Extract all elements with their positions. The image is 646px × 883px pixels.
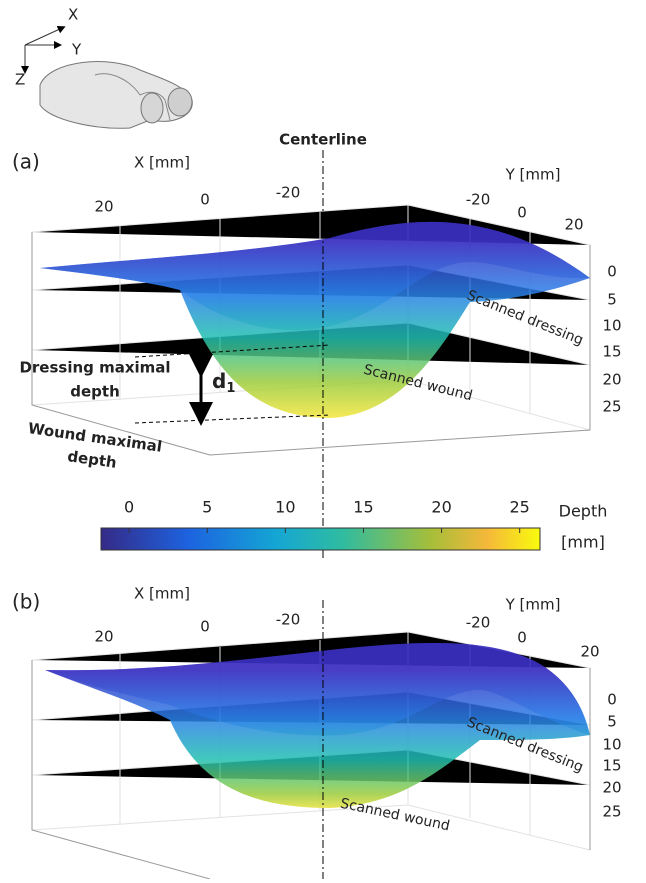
x-tick-label: 0 <box>200 191 210 209</box>
colorbar-tick-label: 10 <box>275 498 295 517</box>
z-tick-label: 10 <box>602 317 621 335</box>
point-cloud-dressing <box>40 221 590 330</box>
shape-end <box>167 87 193 117</box>
centerline-label: Centerline <box>279 131 367 149</box>
y-axis-title: Y [mm] <box>505 166 561 184</box>
colorbar-title: Depth <box>559 502 608 521</box>
z-tick-label: 0 <box>607 263 617 281</box>
z-tick-label: 20 <box>602 371 621 389</box>
z-tick-label: 25 <box>602 803 621 821</box>
annotation: depth <box>70 383 120 401</box>
z-tick-label: 25 <box>602 398 621 416</box>
colorbar-tick-label: 25 <box>510 498 530 517</box>
axes-box <box>31 660 591 880</box>
colorbar-title: [mm] <box>561 533 605 552</box>
z-tick-label: 0 <box>607 691 617 709</box>
x-axis-title: X [mm] <box>134 585 190 603</box>
distance-sub: 1 <box>226 381 235 396</box>
dressing-depth-line <box>134 344 331 358</box>
z-tick-label: 15 <box>602 343 621 361</box>
z-tick-label: 20 <box>602 779 621 797</box>
wound-depth-line <box>134 414 331 424</box>
colorbar-tick-label: 20 <box>431 498 451 517</box>
z-tick-label: 15 <box>602 757 621 775</box>
x-tick-label: 20 <box>94 198 113 216</box>
x-tick-label: -20 <box>276 611 301 629</box>
axis-label: Z <box>15 71 25 89</box>
panel-label: (b) <box>12 590 40 614</box>
annotation: Scanned wound <box>339 796 451 835</box>
y-tick-label: 0 <box>517 629 527 647</box>
z-tick-label: 5 <box>607 713 617 731</box>
point-cloud-dressing <box>45 643 590 736</box>
colorbar-tick-label: 0 <box>124 498 134 517</box>
annotation: Dressing maximal <box>19 359 170 377</box>
panel-a-frame <box>31 150 591 560</box>
colorbar <box>100 527 541 551</box>
y-tick-label: -20 <box>466 191 491 209</box>
shape-detail <box>94 73 171 121</box>
z-tick-label: 10 <box>602 736 621 754</box>
axis-label: X <box>68 6 78 24</box>
x-axis-title: X [mm] <box>134 154 190 172</box>
y-axis-title: Y [mm] <box>505 596 561 614</box>
colorbar-tick-label: 15 <box>353 498 373 517</box>
shape-end <box>140 92 164 124</box>
x-tick-label: 20 <box>94 628 113 646</box>
x-tick-label: -20 <box>276 184 301 202</box>
axes-box <box>31 232 591 456</box>
z-tick-label: 5 <box>607 291 617 309</box>
axis-label: Y <box>71 41 82 59</box>
distance-main: d <box>212 369 226 393</box>
axis-arrow <box>24 26 66 46</box>
x-tick-label: 0 <box>200 618 210 636</box>
panel-b-frame <box>31 600 591 880</box>
panel-label: (a) <box>12 150 40 174</box>
y-tick-label: 20 <box>580 643 599 661</box>
colorbar-tick-label: 5 <box>202 498 212 517</box>
inset: X Y Z <box>15 6 193 129</box>
y-tick-label: 0 <box>517 204 527 222</box>
annotation: depth <box>66 447 118 472</box>
y-tick-label: -20 <box>466 614 491 632</box>
y-tick-label: 20 <box>564 216 583 234</box>
distance-label: d1 <box>212 369 235 396</box>
